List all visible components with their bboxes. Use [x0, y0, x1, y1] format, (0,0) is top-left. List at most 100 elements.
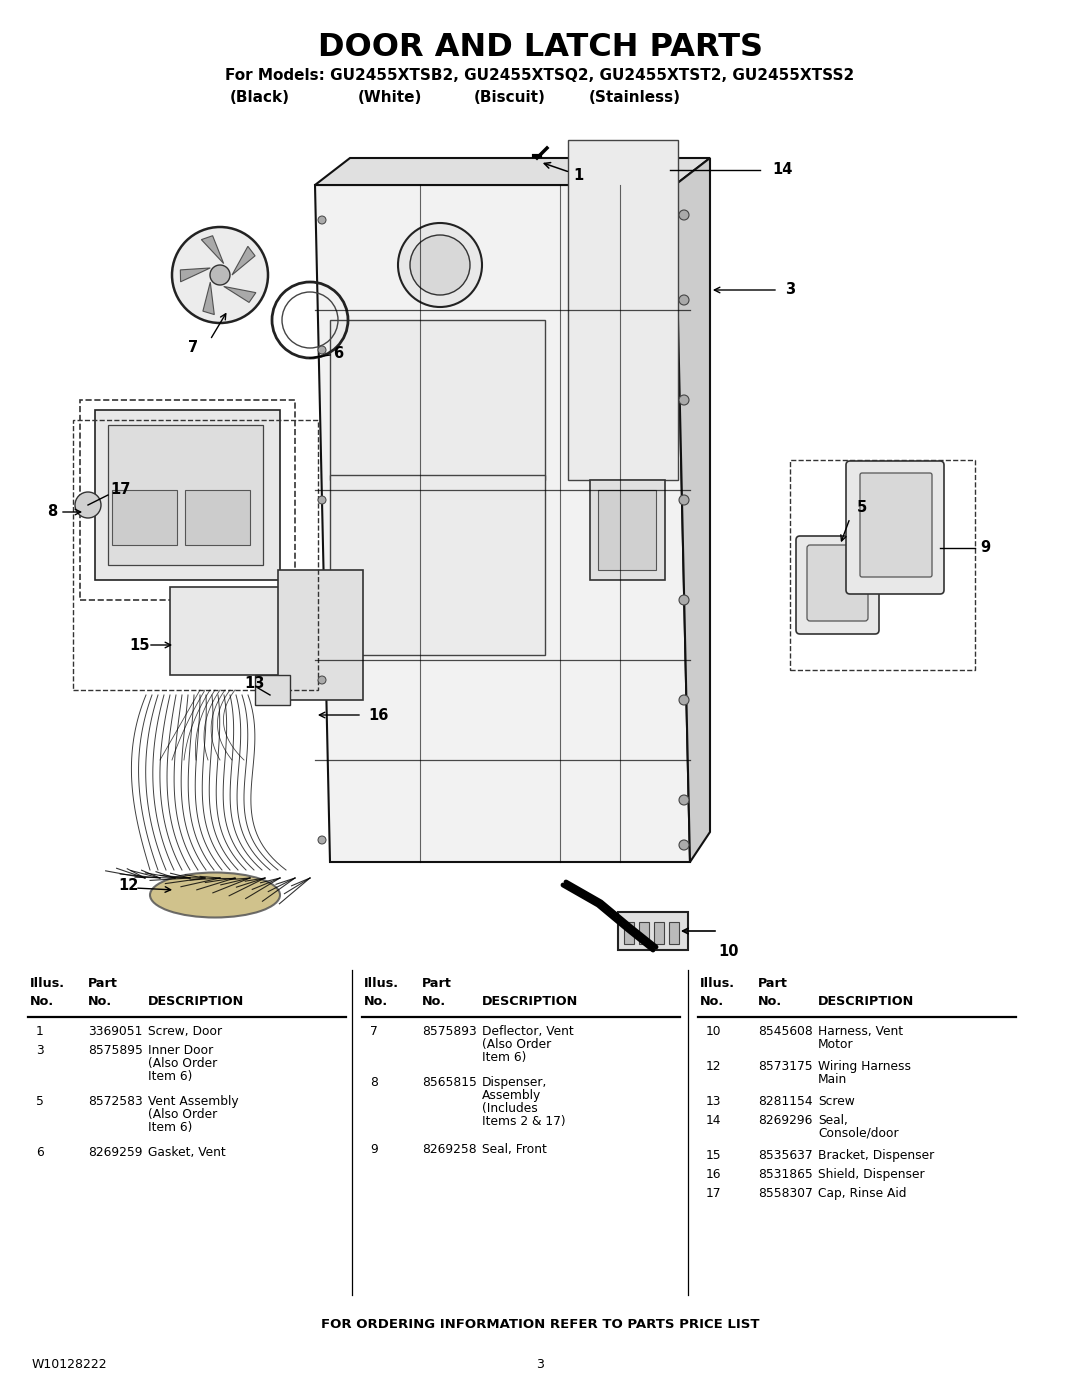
Circle shape — [318, 346, 326, 353]
Text: 3369051: 3369051 — [87, 1025, 143, 1038]
Text: 8558307: 8558307 — [758, 1187, 813, 1200]
Text: Illus.: Illus. — [30, 977, 65, 990]
Circle shape — [318, 496, 326, 504]
Text: 8269259: 8269259 — [87, 1146, 143, 1160]
Text: Shield, Dispenser: Shield, Dispenser — [818, 1168, 924, 1180]
Bar — [669, 922, 679, 944]
Text: (Also Order: (Also Order — [148, 1058, 217, 1070]
Text: Item 6): Item 6) — [148, 1070, 192, 1083]
Text: (Includes: (Includes — [482, 1102, 538, 1115]
Text: 12: 12 — [118, 879, 138, 894]
Polygon shape — [675, 158, 710, 862]
Bar — [255, 675, 291, 705]
Bar — [618, 912, 688, 950]
Bar — [789, 460, 975, 671]
Polygon shape — [224, 286, 256, 303]
Circle shape — [679, 694, 689, 705]
Text: 8281154: 8281154 — [758, 1095, 812, 1108]
Circle shape — [318, 676, 326, 685]
Circle shape — [679, 495, 689, 504]
Text: 8269296: 8269296 — [758, 1113, 812, 1127]
Text: 8: 8 — [46, 504, 57, 520]
Text: 8: 8 — [370, 1076, 378, 1090]
Text: No.: No. — [700, 995, 724, 1009]
FancyBboxPatch shape — [846, 461, 944, 594]
Text: 6: 6 — [36, 1146, 44, 1160]
Text: Item 6): Item 6) — [148, 1120, 192, 1134]
Bar — [568, 140, 678, 481]
Text: DESCRIPTION: DESCRIPTION — [482, 995, 578, 1009]
Text: 17: 17 — [706, 1187, 721, 1200]
Text: Screw, Door: Screw, Door — [148, 1025, 222, 1038]
Text: No.: No. — [87, 995, 112, 1009]
Text: Part: Part — [758, 977, 788, 990]
Bar — [330, 320, 545, 481]
Bar — [590, 481, 665, 580]
Text: Illus.: Illus. — [700, 977, 735, 990]
Text: W10128222: W10128222 — [32, 1358, 108, 1372]
Text: 7: 7 — [188, 341, 198, 355]
Circle shape — [318, 835, 326, 844]
Text: 1: 1 — [36, 1025, 44, 1038]
Text: 8535637: 8535637 — [758, 1148, 812, 1162]
Text: 8545608: 8545608 — [758, 1025, 813, 1038]
Bar — [95, 409, 280, 580]
Circle shape — [399, 224, 482, 307]
Text: 8575893: 8575893 — [422, 1025, 476, 1038]
Text: Item 6): Item 6) — [482, 1051, 526, 1065]
Circle shape — [210, 265, 230, 285]
Text: FOR ORDERING INFORMATION REFER TO PARTS PRICE LIST: FOR ORDERING INFORMATION REFER TO PARTS … — [321, 1319, 759, 1331]
Text: (Biscuit): (Biscuit) — [474, 91, 545, 106]
Text: 8573175: 8573175 — [758, 1060, 812, 1073]
Text: Main: Main — [818, 1073, 847, 1085]
Circle shape — [679, 595, 689, 605]
Text: (Also Order: (Also Order — [148, 1108, 217, 1120]
Text: 3: 3 — [36, 1044, 44, 1058]
Text: 3: 3 — [785, 282, 795, 298]
Text: 9: 9 — [980, 541, 990, 556]
Circle shape — [679, 295, 689, 305]
Polygon shape — [203, 282, 214, 314]
Text: 15: 15 — [130, 637, 150, 652]
Bar — [654, 922, 664, 944]
Bar — [112, 490, 177, 545]
Text: Gasket, Vent: Gasket, Vent — [148, 1146, 226, 1160]
Bar — [170, 587, 300, 675]
Text: 14: 14 — [772, 162, 793, 177]
Bar — [108, 425, 264, 564]
Polygon shape — [232, 246, 255, 275]
Text: Seal, Front: Seal, Front — [482, 1143, 546, 1155]
Text: 16: 16 — [368, 707, 389, 722]
Bar — [624, 922, 634, 944]
Text: 5: 5 — [36, 1095, 44, 1108]
Text: (White): (White) — [357, 91, 422, 106]
Text: DESCRIPTION: DESCRIPTION — [148, 995, 244, 1009]
Text: Vent Assembly: Vent Assembly — [148, 1095, 239, 1108]
Text: 14: 14 — [706, 1113, 721, 1127]
Text: Part: Part — [87, 977, 118, 990]
Text: For Models: GU2455XTSB2, GU2455XTSQ2, GU2455XTST2, GU2455XTSS2: For Models: GU2455XTSB2, GU2455XTSQ2, GU… — [226, 68, 854, 84]
Text: Screw: Screw — [818, 1095, 854, 1108]
Text: 10: 10 — [718, 943, 739, 958]
Text: (Black): (Black) — [230, 91, 291, 106]
Text: 1: 1 — [544, 162, 583, 183]
Text: 12: 12 — [706, 1060, 721, 1073]
Text: Assembly: Assembly — [482, 1090, 541, 1102]
Text: 13: 13 — [706, 1095, 721, 1108]
Bar — [80, 400, 295, 599]
Text: Motor: Motor — [818, 1038, 853, 1051]
FancyBboxPatch shape — [796, 536, 879, 634]
Text: No.: No. — [758, 995, 782, 1009]
Bar — [639, 922, 649, 944]
FancyBboxPatch shape — [807, 545, 868, 622]
Polygon shape — [180, 268, 211, 282]
Circle shape — [679, 795, 689, 805]
FancyBboxPatch shape — [860, 474, 932, 577]
Text: 10: 10 — [706, 1025, 721, 1038]
Bar — [185, 490, 249, 545]
Bar — [330, 475, 545, 655]
Text: 8531865: 8531865 — [758, 1168, 813, 1180]
Text: Deflector, Vent: Deflector, Vent — [482, 1025, 573, 1038]
Circle shape — [679, 840, 689, 849]
Text: 8572583: 8572583 — [87, 1095, 143, 1108]
